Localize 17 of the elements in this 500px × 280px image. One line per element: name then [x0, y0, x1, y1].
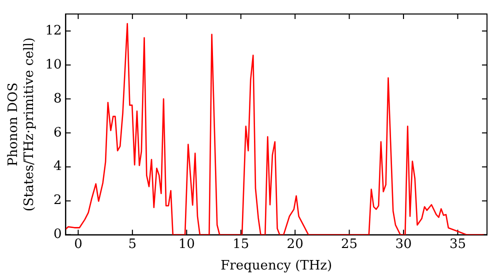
x-tick-label: 35 — [449, 236, 466, 252]
x-axis-title: Frequency (THz) — [220, 258, 332, 274]
x-tick-label: 30 — [395, 236, 412, 252]
y-tick-label: 6 — [53, 125, 62, 140]
y-tick-label: 0 — [53, 227, 62, 242]
x-tick-label: 15 — [232, 236, 250, 252]
x-tick-label: 20 — [286, 236, 304, 252]
y-tick-label: 4 — [53, 159, 62, 174]
y-tick-label: 10 — [45, 57, 62, 72]
y-axis-title: Phonon DOS (States/THz·primitive cell) — [6, 37, 37, 212]
x-tick-label: 25 — [341, 236, 358, 252]
y-tick-label: 2 — [53, 193, 62, 208]
x-tick-label: 10 — [178, 236, 195, 252]
x-tick-label: 5 — [128, 236, 137, 252]
y-tick-label: 12 — [45, 23, 62, 38]
x-tick-label: 0 — [74, 236, 82, 252]
y-tick-label: 8 — [53, 91, 62, 106]
